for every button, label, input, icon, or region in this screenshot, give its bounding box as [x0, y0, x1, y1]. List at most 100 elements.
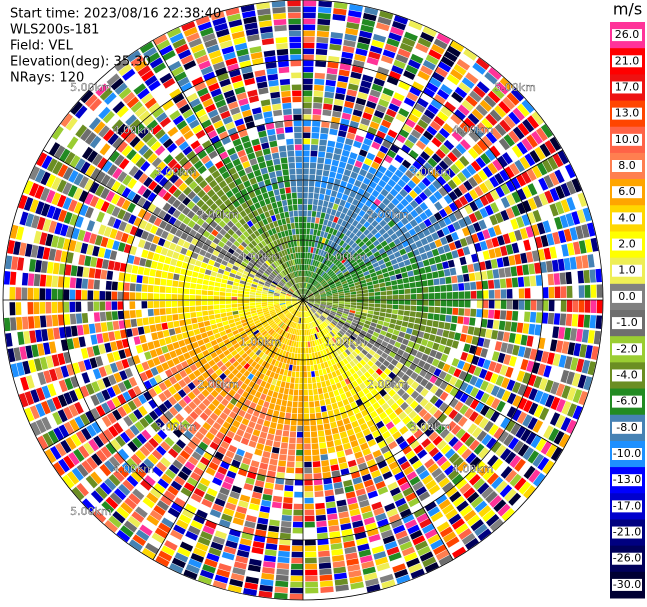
gate: [263, 332, 270, 338]
gate: [441, 171, 451, 182]
gate: [187, 525, 201, 536]
gate: [314, 301, 321, 304]
gate: [322, 342, 328, 349]
gate: [155, 270, 162, 278]
gate: [436, 229, 445, 238]
gate: [319, 270, 324, 276]
gate: [240, 437, 250, 446]
gate: [275, 477, 285, 485]
gate: [327, 269, 333, 275]
gate: [350, 388, 357, 396]
gate: [192, 323, 199, 330]
gate: [197, 339, 205, 347]
gate: [349, 415, 357, 423]
gate: [388, 270, 396, 277]
gate: [152, 433, 163, 444]
gate: [334, 316, 340, 321]
gate: [320, 127, 329, 134]
gate: [200, 262, 208, 269]
gate: [53, 327, 61, 340]
gate: [321, 272, 327, 278]
gate: [369, 236, 377, 243]
gate: [328, 280, 334, 285]
gate: [344, 138, 354, 146]
gate: [424, 561, 439, 573]
gate: [262, 375, 269, 382]
gate: [384, 407, 394, 416]
gate: [317, 538, 329, 546]
gate: [190, 520, 203, 530]
gate: [311, 308, 316, 313]
gate: [438, 499, 451, 510]
gate: [422, 293, 429, 300]
gate: [320, 250, 325, 256]
gate: [362, 447, 372, 456]
gate: [379, 380, 388, 389]
gate: [318, 550, 330, 558]
gate: [290, 308, 295, 313]
gate: [343, 333, 350, 340]
gate: [434, 292, 441, 299]
gate: [332, 229, 338, 236]
gate: [320, 300, 327, 303]
gate: [351, 242, 358, 249]
gate: [166, 421, 176, 432]
gate: [274, 360, 280, 367]
gate: [160, 457, 171, 468]
gate: [144, 475, 156, 487]
gate: [579, 344, 587, 358]
gate: [268, 464, 277, 472]
gate: [331, 384, 338, 391]
gate: [264, 348, 271, 355]
gate: [340, 266, 347, 272]
gate: [310, 425, 317, 432]
gate: [303, 258, 305, 265]
gate: [387, 129, 398, 139]
gate: [428, 306, 435, 313]
gate: [487, 162, 498, 175]
gate: [416, 513, 429, 524]
gate: [279, 368, 285, 375]
gate: [132, 534, 147, 547]
gate: [385, 455, 396, 465]
gate: [514, 253, 522, 265]
gate: [326, 233, 332, 240]
gate: [201, 295, 208, 300]
gate: [317, 205, 323, 212]
gate: [361, 204, 370, 213]
gate: [482, 290, 489, 299]
gate: [334, 572, 348, 580]
gate: [506, 289, 513, 299]
gate: [323, 164, 331, 171]
gate: [331, 307, 338, 311]
gate: [532, 453, 545, 468]
gate: [577, 314, 585, 328]
gate: [518, 481, 532, 495]
gate: [335, 260, 341, 266]
gate: [199, 412, 209, 421]
gate: [136, 318, 143, 327]
gate: [370, 258, 378, 265]
gate: [312, 288, 318, 293]
gate: [326, 304, 332, 308]
gate: [290, 581, 303, 588]
gate: [392, 263, 400, 270]
gate: [305, 323, 308, 330]
gate: [468, 364, 477, 375]
gate: [482, 229, 491, 240]
gate: [258, 351, 265, 358]
gate: [380, 308, 387, 313]
gate: [351, 65, 364, 74]
gate: [557, 150, 569, 165]
gate: [318, 277, 323, 283]
gate: [304, 509, 315, 516]
gate: [195, 260, 202, 267]
gate: [444, 384, 454, 394]
gate: [450, 163, 461, 175]
gate: [275, 429, 283, 436]
gate: [225, 450, 235, 459]
gate: [499, 484, 513, 498]
gate: [417, 37, 432, 48]
gate: [228, 444, 238, 454]
gate: [197, 393, 206, 402]
